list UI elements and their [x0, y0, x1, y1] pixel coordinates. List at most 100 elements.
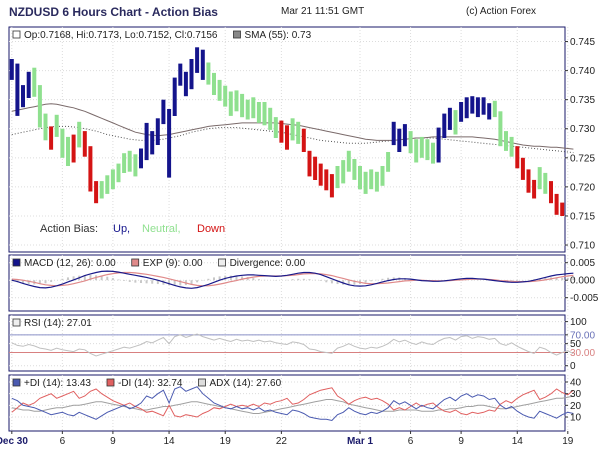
price-bar — [470, 96, 475, 114]
price-bar — [71, 134, 76, 163]
price-bar — [498, 111, 503, 147]
x-axis-tick-label: 19 — [562, 436, 574, 447]
action-bias-label: Action Bias: — [40, 223, 98, 235]
price-bar — [82, 131, 87, 157]
price-axis-tick-label: 0.745 — [570, 37, 595, 48]
price-bar — [363, 171, 368, 194]
rsi-axis-tick-label: 70.00 — [570, 330, 595, 341]
dmi-axis-tick-label: 10 — [570, 413, 582, 424]
x-axis-tick-label: 6 — [60, 436, 66, 447]
dmi-legend-swatch — [198, 378, 206, 387]
price-bar — [436, 127, 441, 163]
price-bar — [189, 59, 194, 90]
price-bar — [459, 102, 464, 122]
dmi-axis-tick-label: 20 — [570, 401, 582, 412]
rsi-frame — [8, 314, 566, 372]
action-bias-up: Up, — [113, 223, 130, 235]
x-axis: Dec 30 6 9 14 19 22 Mar 1 6 9 14 19 — [0, 431, 574, 447]
price-bar — [245, 99, 250, 120]
price-bar — [335, 166, 340, 189]
price-bar — [341, 160, 346, 184]
price-bar — [116, 163, 121, 183]
price-bar — [532, 179, 537, 199]
price-bar — [37, 85, 42, 128]
price-bar — [178, 63, 183, 86]
price-bar — [391, 121, 396, 146]
price-bar — [492, 100, 497, 118]
price-bar — [313, 156, 318, 180]
macd-legend-label: MACD (12, 26): 0.00 — [24, 258, 116, 269]
price-bar — [346, 150, 351, 172]
price-bar — [380, 166, 385, 186]
price-bar — [183, 71, 188, 97]
rsi-axis-tick-label: 50 — [570, 339, 582, 350]
price-bar — [99, 181, 104, 199]
price-bar — [301, 128, 306, 152]
price-bar — [256, 102, 261, 123]
price-bar — [195, 47, 200, 73]
price-bar — [515, 146, 520, 169]
price-bar — [127, 150, 132, 172]
price-bar — [150, 131, 155, 155]
price-bar — [431, 142, 435, 164]
x-axis-tick-label: 22 — [276, 436, 288, 447]
price-bar — [487, 103, 492, 120]
price-bar — [228, 91, 233, 116]
price-bar — [94, 181, 99, 204]
price-bar — [26, 71, 31, 98]
dmi-legend-swatch — [106, 378, 115, 387]
price-legend-label: Op:0.7168, Hi:0.7173, Lo:0.7152, Cl:0.71… — [24, 30, 218, 41]
price-bar — [419, 136, 424, 158]
rsi-axis-tick-label: 30.00 — [570, 348, 595, 359]
chart-timestamp: Mar 21 11:51 GMT — [281, 6, 365, 17]
x-axis-tick-label: 9 — [458, 436, 464, 447]
plus-di-line — [11, 386, 574, 422]
price-axis-tick-label: 0.740 — [570, 66, 595, 77]
price-axis-tick-label: 0.720 — [570, 182, 595, 193]
price-bar — [447, 107, 452, 130]
price-bar — [161, 99, 166, 125]
price-bar — [49, 126, 54, 150]
dmi-legend-label: -DI (14): 32.74 — [118, 378, 183, 389]
macd-axis-tick-label: -0.005 — [570, 293, 599, 304]
price-bar — [206, 62, 211, 85]
chart-title: NZDUSD 6 Hours Chart - Action Bias — [9, 5, 218, 19]
price-bar — [240, 93, 245, 118]
price-bar — [144, 122, 149, 161]
price-bar — [285, 125, 289, 150]
price-bar — [307, 150, 312, 177]
price-bar — [223, 85, 228, 107]
x-axis-tick-label: 19 — [220, 436, 232, 447]
rsi-legend-label: RSI (14): 27.01 — [24, 318, 92, 329]
price-bar — [475, 97, 480, 118]
price-axis-tick-label: 0.730 — [570, 124, 595, 135]
price-bar — [386, 152, 391, 172]
x-axis-tick-label: 9 — [110, 436, 116, 447]
price-bar — [481, 97, 486, 115]
price-bar — [77, 121, 82, 148]
x-axis-tick-label: Dec 30 — [0, 436, 28, 447]
x-axis-tick-label: 6 — [408, 436, 414, 447]
price-bar — [509, 136, 514, 157]
price-bar — [352, 159, 357, 180]
price-axis-tick-label: 0.710 — [570, 241, 595, 252]
price-bar — [402, 124, 407, 147]
price-bar — [110, 169, 115, 190]
price-bar — [329, 174, 334, 198]
rsi-legend-swatch — [12, 318, 21, 327]
price-bar — [279, 120, 284, 143]
price-bar — [549, 181, 553, 204]
dmi-legend-label: ADX (14): 27.60 — [209, 378, 281, 389]
price-bar — [54, 114, 59, 137]
price-bar — [155, 118, 160, 145]
price-bar — [105, 175, 110, 194]
price-bar — [526, 169, 531, 193]
dmi-legend-swatch — [12, 378, 21, 387]
macd-line — [11, 270, 574, 289]
macd-frame — [8, 254, 566, 312]
price-axis-tick-label: 0.725 — [570, 153, 595, 164]
price-bar — [251, 97, 256, 119]
price-bar — [200, 49, 205, 80]
price-bar — [139, 148, 143, 169]
